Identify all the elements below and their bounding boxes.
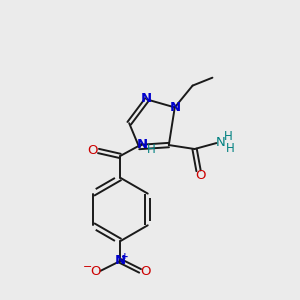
Text: N: N [115,254,126,268]
Text: O: O [195,169,206,182]
Text: H: H [224,130,233,142]
Text: −: − [83,262,92,272]
Text: O: O [87,143,98,157]
Text: N: N [136,138,148,151]
Text: +: + [122,251,129,260]
Text: N: N [170,101,181,114]
Text: H: H [226,142,235,154]
Text: N: N [215,136,225,148]
Text: H: H [147,142,155,155]
Text: N: N [140,92,152,105]
Text: O: O [90,266,101,278]
Text: O: O [140,266,150,278]
